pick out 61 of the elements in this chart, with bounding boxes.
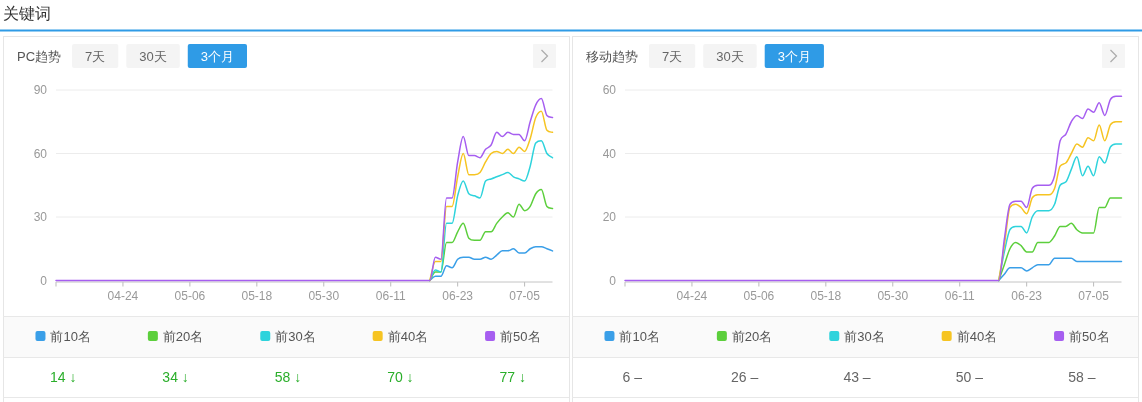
legend-item: 前50名 <box>485 329 541 344</box>
legend-label: 前20名 <box>731 329 773 344</box>
y-tick-label: 0 <box>609 273 617 288</box>
chart-title: PC趋势 <box>17 49 62 64</box>
legend-label: 前10名 <box>619 329 660 344</box>
x-tick-label: 06-11 <box>375 288 406 303</box>
x-tick-label: 04-24 <box>107 288 139 303</box>
table-value: 14 ↓ <box>49 369 77 385</box>
legend-label: 前30名 <box>275 329 316 344</box>
legend-item: 前50名 <box>1054 329 1110 344</box>
y-tick-label: 40 <box>602 146 617 161</box>
x-tick-label: 07-05 <box>509 288 541 303</box>
table-value: 58 ↓ <box>274 369 302 385</box>
tab: 3个月 <box>187 44 247 68</box>
tab: 30天 <box>703 44 757 68</box>
x-tick-label: 06-23 <box>1011 288 1043 303</box>
table-value: 58 – <box>1068 369 1096 385</box>
legend-item: 前10名 <box>604 329 660 344</box>
chart-title: 移动趋势 <box>586 49 638 64</box>
y-tick-label: 20 <box>602 210 617 224</box>
table-value: 26 – <box>730 369 759 385</box>
y-tick-label: 30 <box>33 210 48 224</box>
x-tick-label: 05-18 <box>810 288 842 303</box>
table-value: 50 – <box>955 369 984 385</box>
x-tick-label: 05-18 <box>241 288 273 303</box>
tab: 7天 <box>649 44 696 68</box>
x-tick-label: 05-30 <box>308 288 340 303</box>
y-tick-label: 60 <box>602 83 617 97</box>
legend-label: 前30名 <box>844 329 885 344</box>
x-tick-label: 05-06 <box>174 288 206 303</box>
legend-item: 前20名 <box>716 329 773 344</box>
tab: 3个月 <box>764 44 824 68</box>
legend-item: 前10名 <box>35 329 91 344</box>
legend-item: 前40名 <box>372 329 429 344</box>
legend-item: 前30名 <box>260 329 316 344</box>
legend-label: 前50名 <box>1069 329 1110 344</box>
x-tick-label: 06-23 <box>442 288 474 303</box>
legend-label: 前40名 <box>387 329 429 344</box>
legend-label: 前20名 <box>162 329 204 344</box>
x-tick-label: 05-06 <box>743 288 775 303</box>
y-tick-label: 90 <box>33 83 48 97</box>
table-value: 6 – <box>622 369 642 385</box>
legend-label: 前50名 <box>500 329 541 344</box>
legend-item: 前40名 <box>941 329 998 344</box>
x-tick-label: 04-24 <box>676 288 708 303</box>
table-value: 43 – <box>843 369 871 385</box>
table-value: 34 ↓ <box>162 369 189 385</box>
x-tick-label: 05-30 <box>877 288 909 303</box>
legend-label: 前40名 <box>956 329 998 344</box>
tab: 7天 <box>72 44 119 68</box>
x-tick-label: 06-11 <box>944 288 975 303</box>
x-tick-label: 07-05 <box>1078 288 1110 303</box>
legend-item: 前30名 <box>829 329 885 344</box>
legend-label: 前10名 <box>50 329 91 344</box>
table-value: 77 ↓ <box>499 369 527 385</box>
tab: 30天 <box>126 44 180 68</box>
legend-item: 前20名 <box>147 329 204 344</box>
y-tick-label: 60 <box>33 146 48 161</box>
chart-subtitle: 关键词 <box>3 5 51 22</box>
table-value: 70 ↓ <box>387 369 414 385</box>
y-tick-label: 0 <box>40 273 48 288</box>
